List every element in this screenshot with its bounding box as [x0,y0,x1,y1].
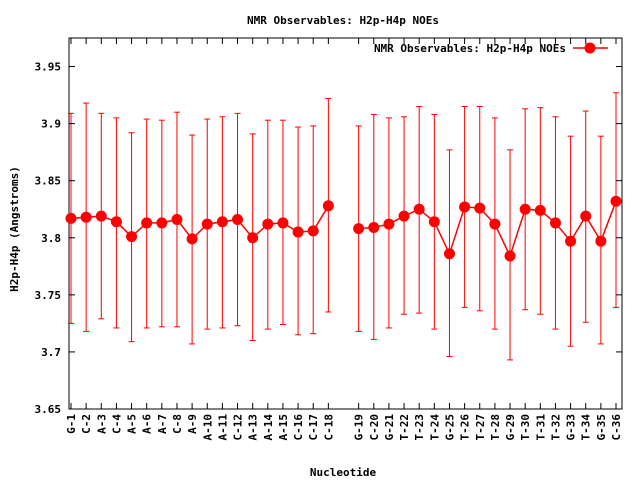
y-tick-label: 3.7 [41,346,61,359]
x-tick-label: C-16 [292,414,305,441]
x-tick-label: G-33 [565,414,578,441]
x-tick-label: T-24 [428,414,441,441]
legend: NMR Observables: H2p-H4p NOEs [374,42,608,55]
data-point [216,216,228,228]
y-tick-label: 3.8 [41,232,61,245]
data-point [186,233,198,245]
x-tick-label: A-9 [186,414,199,434]
chart-title: NMR Observables: H2p-H4p NOEs [247,14,439,27]
data-point [489,218,501,230]
x-tick-label: A-15 [277,414,290,441]
data-point [232,214,244,226]
data-point [65,212,77,224]
x-tick-label: C-12 [232,414,245,441]
data-point [368,221,380,233]
data-point [443,248,455,260]
data-point [262,218,274,230]
y-tick-label: 3.95 [35,61,62,74]
legend-marker [584,42,596,54]
data-point [110,216,122,228]
y-tick-label: 3.85 [35,175,62,188]
series-line [70,205,330,241]
x-tick-label: A-3 [95,414,108,434]
x-tick-label: T-32 [549,414,562,441]
x-tick-label: A-11 [216,414,229,441]
x-tick-label: T-23 [413,414,426,441]
x-tick-label: C-17 [307,414,320,441]
data-point [459,201,471,213]
x-tick-label: A-14 [262,414,275,441]
data-point [595,235,607,247]
x-tick-label: A-7 [156,414,169,434]
data-point [398,210,410,222]
x-tick-label: G-35 [595,414,608,441]
series-line [358,200,617,259]
y-tick-label: 3.9 [41,118,61,131]
x-tick-label: A-10 [201,414,214,441]
plot-area-frame [68,37,623,410]
x-tick-label: C-20 [368,414,381,441]
data-point [474,202,486,214]
x-tick-label: T-31 [534,414,547,441]
data-point [126,231,138,243]
x-tick-label: T-34 [580,414,593,441]
x-tick-label: T-26 [459,414,472,441]
data-point [413,203,425,215]
data-point [565,235,577,247]
data-point [610,195,622,207]
data-point [292,226,304,238]
x-tick-label: A-5 [126,414,139,434]
data-point [353,223,365,235]
x-tick-label: C-2 [80,414,93,434]
data-point [504,250,516,262]
data-point [519,203,531,215]
x-tick-label: A-6 [141,414,154,434]
data-point [580,210,592,222]
x-tick-label: G-1 [65,414,78,434]
data-point [307,225,319,237]
x-tick-label: C-18 [322,414,335,441]
plot-marks [65,92,622,361]
axes: 3.65 3.7 3.75 3.8 3.85 3.9 3.95 G-1 C-2 A-3 C-4 A-5… [35,38,623,441]
y-axis-label: H2p-H4p (Angstroms) [8,166,21,292]
data-point [95,210,107,222]
data-point [171,214,183,226]
data-point [201,218,213,230]
x-tick-label: T-27 [474,414,487,441]
data-point [383,218,395,230]
x-tick-label: G-19 [353,414,366,441]
data-point [141,217,153,229]
x-tick-label: C-36 [610,414,623,441]
x-tick-label: G-21 [383,414,396,441]
x-tick-label: G-25 [443,414,456,441]
y-tick-label: 3.75 [35,289,62,302]
legend-label: NMR Observables: H2p-H4p NOEs [374,42,566,55]
data-point [80,211,92,223]
data-point [277,217,289,229]
x-tick-label: T-30 [519,414,532,441]
data-point [156,217,168,229]
x-axis-label: Nucleotide [310,466,377,479]
x-tick-label: G-29 [504,414,517,441]
data-point [247,232,259,244]
x-tick-label: C-8 [171,414,184,434]
y-tick-label: 3.65 [35,403,62,416]
data-point [322,200,334,212]
data-point [534,204,546,216]
x-tick-label: A-13 [247,414,260,441]
x-tick-label: T-28 [489,414,502,441]
data-point [549,217,561,229]
x-tick-label: C-4 [110,414,123,434]
data-point [428,216,440,228]
x-tick-label: T-22 [398,414,411,441]
